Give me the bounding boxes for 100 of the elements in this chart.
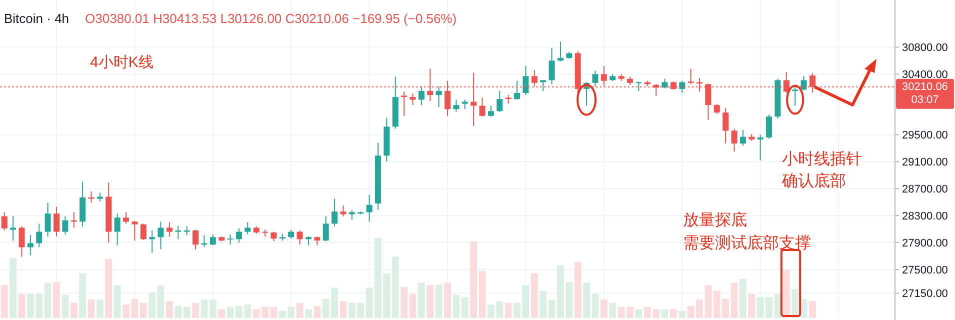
candlestick xyxy=(296,230,303,246)
bar xyxy=(435,284,442,318)
candlestick xyxy=(531,70,538,87)
candlestick xyxy=(679,80,686,94)
bar xyxy=(296,302,304,318)
candlestick xyxy=(792,86,798,106)
candlestick xyxy=(53,206,60,237)
bar xyxy=(548,300,556,318)
candlestick xyxy=(332,198,338,227)
bar xyxy=(340,301,347,318)
bar xyxy=(661,309,668,318)
bar xyxy=(79,273,86,318)
candlestick xyxy=(496,90,503,112)
y-tick-label: 27900.00 xyxy=(902,238,948,250)
candlestick xyxy=(114,213,120,246)
candlestick xyxy=(244,222,251,235)
text: Bitcoin · 4h xyxy=(4,11,70,26)
y-tick-label: 27500.00 xyxy=(902,264,948,276)
y-tick-label: 27150.00 xyxy=(902,288,948,300)
bar xyxy=(470,241,478,318)
bar xyxy=(392,256,399,318)
candlestick xyxy=(557,41,564,62)
bar xyxy=(540,290,547,318)
ref-line-label: 30210.06 03:07 xyxy=(902,80,948,106)
candlestick xyxy=(740,130,746,146)
bar xyxy=(218,309,226,318)
bar xyxy=(730,282,738,318)
bar xyxy=(600,300,608,318)
candlestick xyxy=(122,212,129,224)
annotation: 确认底部 xyxy=(781,172,846,190)
candlestick xyxy=(322,216,329,242)
bar xyxy=(444,282,451,318)
candlestick xyxy=(662,78,668,89)
bar xyxy=(504,302,512,318)
candlestick xyxy=(688,68,694,85)
candlestick xyxy=(757,134,764,161)
annotation: 4小时K线 xyxy=(90,54,154,71)
y-tick-label: 30800.00 xyxy=(902,42,948,54)
candlestick xyxy=(175,225,182,240)
y-tick-label: 30400.00 xyxy=(902,69,948,82)
bar xyxy=(418,282,425,318)
bar xyxy=(166,301,173,318)
bar xyxy=(10,258,17,318)
bar xyxy=(808,301,816,318)
bar xyxy=(96,300,104,318)
candlestick xyxy=(201,234,208,248)
bar xyxy=(105,258,112,318)
candlestick xyxy=(540,80,546,92)
bar xyxy=(635,309,642,318)
bar xyxy=(739,278,746,318)
candlestick xyxy=(140,223,146,240)
candlestick xyxy=(766,114,772,140)
candlestick xyxy=(453,99,460,112)
candlestick xyxy=(36,223,42,248)
candlestick xyxy=(366,194,372,222)
candlestick xyxy=(10,216,16,242)
bar xyxy=(409,294,416,318)
candlestick xyxy=(192,229,199,250)
bar xyxy=(44,282,52,318)
candlestick xyxy=(548,47,555,85)
bar xyxy=(148,292,156,318)
y-tick-label: 28300.00 xyxy=(902,210,948,223)
bar xyxy=(183,306,190,318)
bar xyxy=(140,302,147,318)
bar xyxy=(478,270,486,318)
bar xyxy=(53,282,60,318)
bar xyxy=(18,294,26,318)
bar xyxy=(426,285,434,318)
candlestick xyxy=(18,226,25,258)
bar xyxy=(209,300,216,318)
candlestick xyxy=(1,212,8,231)
bar xyxy=(88,300,95,318)
bar xyxy=(452,294,460,318)
candlestick xyxy=(436,86,442,108)
candlestick xyxy=(227,234,234,246)
annotation: 放量探底 xyxy=(683,211,747,229)
candlestick xyxy=(592,70,598,87)
y-tick-label: 28700.00 xyxy=(902,184,948,196)
bar xyxy=(62,294,69,318)
bar xyxy=(114,285,121,318)
annotation: 小时线插针 xyxy=(782,150,862,168)
candlestick xyxy=(462,99,468,110)
candlestick xyxy=(522,66,529,96)
bar xyxy=(0,285,8,318)
bar xyxy=(748,294,756,318)
candlestick xyxy=(158,221,164,250)
bar xyxy=(200,300,208,318)
candlestick xyxy=(401,91,408,116)
candlestick xyxy=(348,210,355,220)
candlestick xyxy=(166,222,172,237)
candlestick xyxy=(410,93,416,106)
bar xyxy=(609,302,616,318)
candlestick xyxy=(236,228,242,244)
bar xyxy=(530,273,538,318)
candlestick xyxy=(731,128,738,152)
candlestick xyxy=(636,81,642,92)
candlestick xyxy=(62,216,68,235)
annotation: 需要测试底部支撑 xyxy=(683,234,811,252)
candlestick xyxy=(27,234,34,256)
candlestick xyxy=(479,97,486,118)
